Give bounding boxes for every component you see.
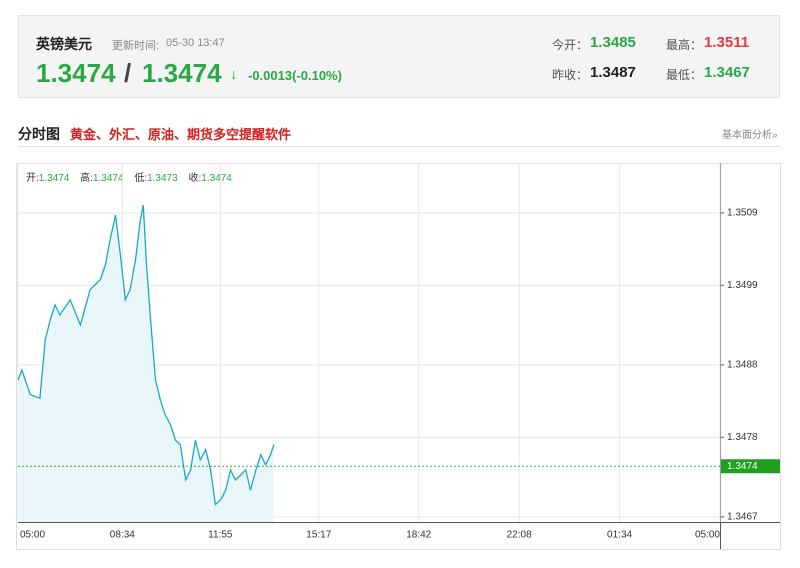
- last-price-box: [721, 459, 780, 474]
- stat-label: 最高：: [666, 38, 703, 52]
- ohlc-info: 开:1.3474 高:1.3474 低:1.3473 收:1.3474: [26, 171, 232, 184]
- update-label: 更新时间:: [112, 40, 160, 52]
- section-title: 分时图: [18, 126, 60, 142]
- x-tick-label: 05:00: [695, 530, 720, 541]
- separator: /: [124, 58, 132, 88]
- price-line: [17, 204, 275, 506]
- stat-value: 1.3511: [704, 34, 750, 51]
- info-label: 收:: [188, 171, 201, 184]
- info-value: 1.3474: [39, 173, 70, 184]
- y-tick-label: 1.3488: [727, 360, 758, 371]
- bid: 1.3474: [36, 58, 116, 88]
- change: -0.0013(-0.10%): [248, 68, 342, 83]
- last-price-label: 1.3474: [727, 461, 758, 472]
- chart-frame: [16, 163, 781, 550]
- x-tick-label: 05:00: [20, 530, 45, 541]
- quote-header: [18, 15, 780, 98]
- info-label: 高:: [80, 171, 93, 184]
- price-area: [18, 205, 274, 522]
- symbol: 英镑美元: [36, 36, 92, 52]
- x-tick-label: 15:17: [306, 530, 331, 541]
- x-tick-label: 01:34: [607, 530, 632, 541]
- stat-value: 1.3467: [704, 64, 750, 81]
- info-label: 低:: [134, 171, 147, 184]
- stat-label: 今开：: [552, 38, 589, 52]
- update-time: 05-30 13:47: [166, 37, 225, 49]
- x-tick-label: 08:34: [110, 530, 135, 541]
- y-tick-label: 1.3499: [727, 280, 758, 291]
- y-tick-label: 1.3509: [727, 208, 758, 219]
- stat-label: 最低：: [666, 68, 703, 82]
- divider: [18, 146, 780, 147]
- x-tick-label: 18:42: [406, 530, 431, 541]
- stat-value: 1.3487: [590, 64, 636, 81]
- stat-value: 1.3485: [590, 34, 636, 51]
- ask: 1.3474: [142, 58, 222, 88]
- promo-link[interactable]: 黄金、外汇、原油、期货多空提醒软件: [70, 127, 292, 142]
- info-value: 1.3473: [147, 173, 178, 184]
- x-tick-label: 11:55: [208, 530, 233, 541]
- info-value: 1.3474: [93, 173, 124, 184]
- analysis-link[interactable]: 基本面分析»: [722, 130, 778, 141]
- info-value: 1.3474: [201, 173, 232, 184]
- y-tick-label: 1.3478: [727, 432, 758, 443]
- info-label: 开:: [26, 173, 39, 184]
- stat-label: 昨收：: [552, 68, 589, 82]
- y-tick-label: 1.3467: [727, 512, 758, 523]
- x-tick-label: 22:08: [507, 530, 532, 541]
- arrow: ↓: [230, 66, 238, 83]
